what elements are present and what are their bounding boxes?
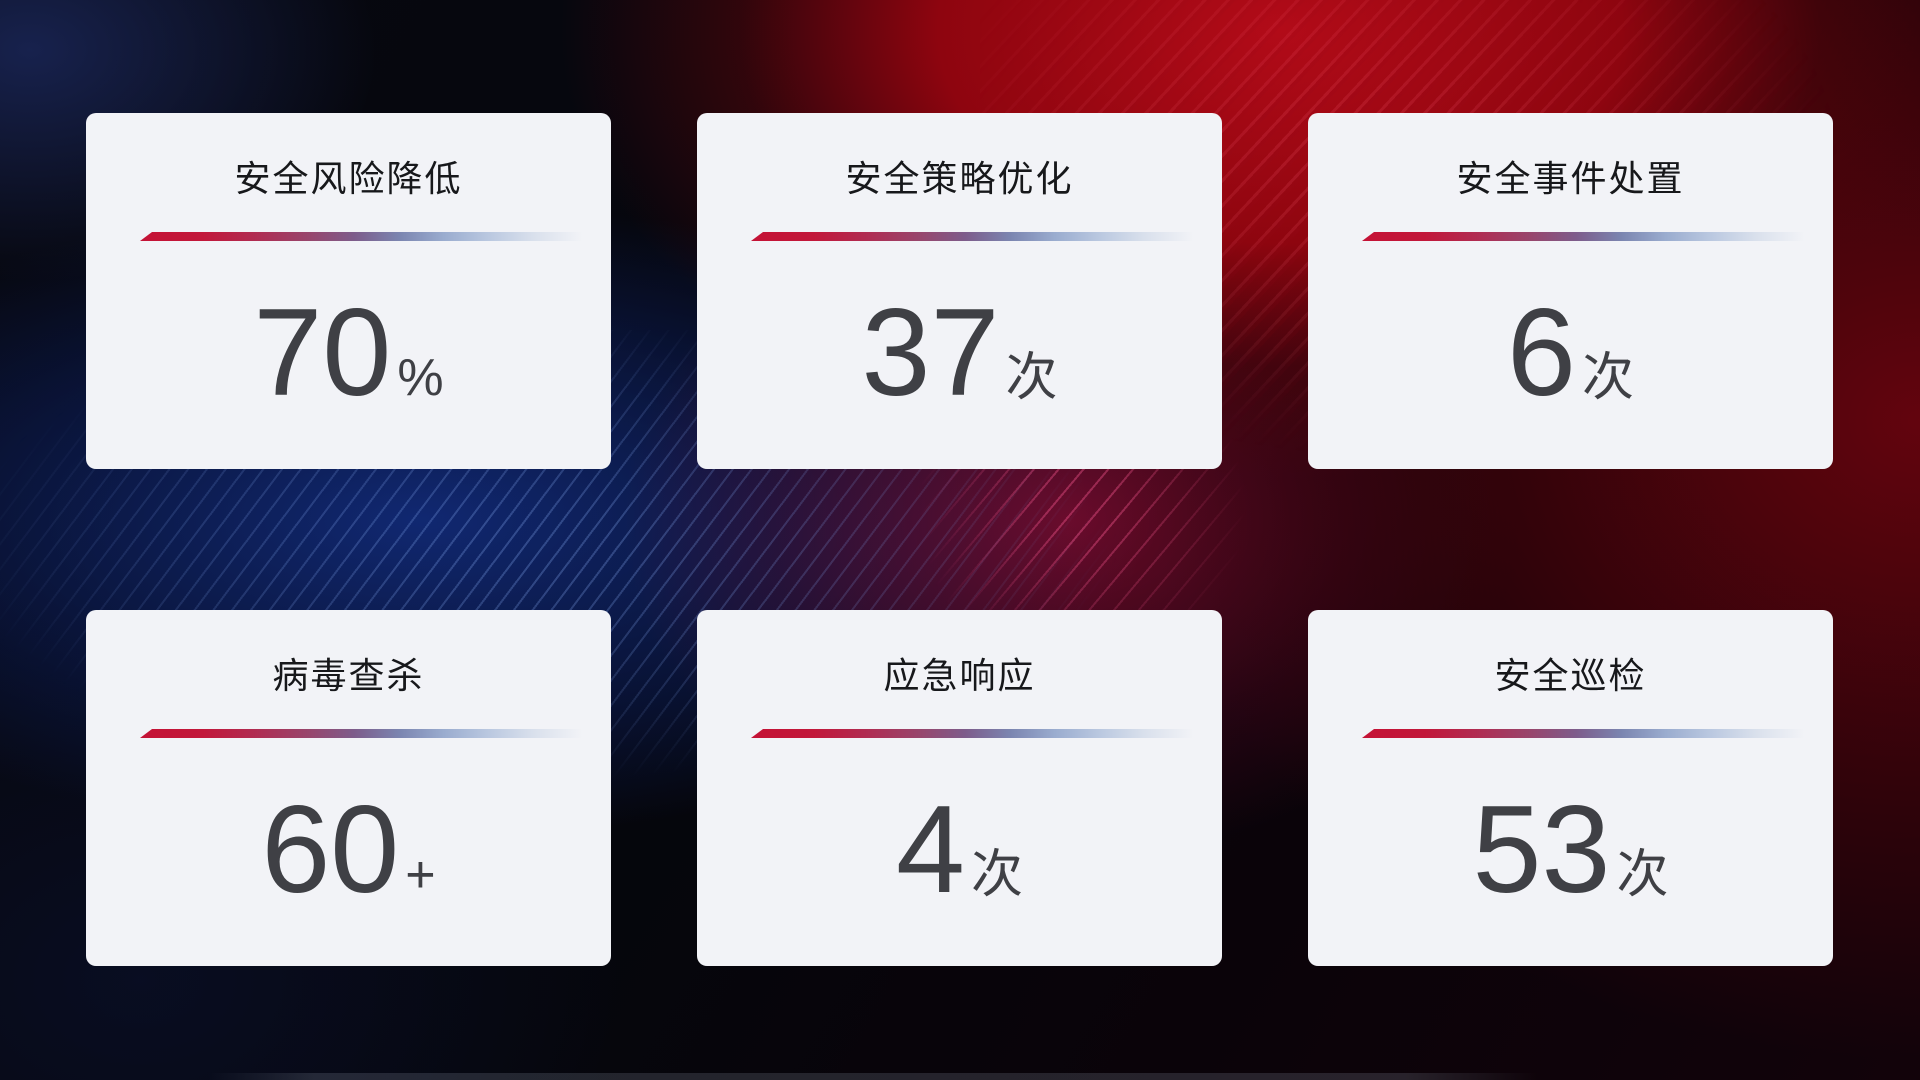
divider-accent [751, 232, 1198, 241]
card-value-row: 60 + [86, 788, 611, 912]
divider-accent [1362, 729, 1809, 738]
card-unit: 次 [970, 846, 1023, 904]
divider-accent [1362, 232, 1809, 241]
divider-accent [140, 232, 587, 241]
card-unit: + [405, 846, 436, 904]
card-title: 安全巡检 [1494, 655, 1647, 696]
card-title: 应急响应 [883, 655, 1036, 696]
card-value: 4 [896, 781, 965, 919]
card-value: 70 [253, 284, 392, 422]
card-value: 53 [1472, 781, 1611, 919]
bottom-edge-strip [208, 1073, 1538, 1080]
card-value-row: 6 次 [1308, 291, 1833, 415]
card-value-row: 53 次 [1308, 788, 1833, 912]
card-value: 6 [1507, 284, 1576, 422]
card-value-row: 37 次 [697, 291, 1222, 415]
stat-card-security-inspection: 安全巡检 53 次 [1308, 610, 1833, 966]
card-title: 安全风险降低 [234, 158, 463, 199]
divider-accent [751, 729, 1198, 738]
stat-card-virus-scan: 病毒查杀 60 + [86, 610, 611, 966]
stat-card-emergency-response: 应急响应 4 次 [697, 610, 1222, 966]
card-unit: 次 [1616, 846, 1669, 904]
card-unit: 次 [1005, 349, 1058, 407]
card-title: 病毒查杀 [272, 655, 425, 696]
stat-card-security-risk-reduction: 安全风险降低 70 % [86, 113, 611, 469]
card-title: 安全事件处置 [1456, 158, 1685, 199]
card-title: 安全策略优化 [845, 158, 1074, 199]
stat-card-security-policy-optimization: 安全策略优化 37 次 [697, 113, 1222, 469]
card-value-row: 4 次 [697, 788, 1222, 912]
card-unit: % [397, 349, 444, 407]
card-unit: 次 [1581, 349, 1634, 407]
card-value: 60 [261, 781, 400, 919]
card-value: 37 [861, 284, 1000, 422]
stat-card-security-incident-handling: 安全事件处置 6 次 [1308, 113, 1833, 469]
divider-accent [140, 729, 587, 738]
card-value-row: 70 % [86, 291, 611, 415]
